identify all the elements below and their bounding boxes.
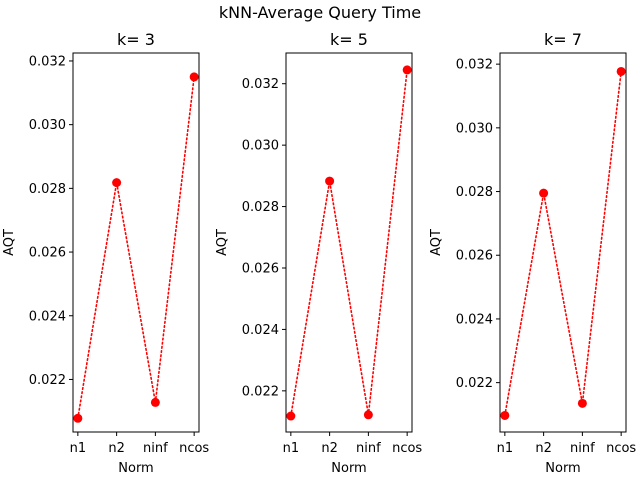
x-tick-label-3-ninf: ninf	[570, 441, 595, 456]
data-point-1-n1	[73, 413, 83, 423]
panel-title-2: k= 5	[330, 30, 368, 49]
x-axis-label-3: Norm	[545, 461, 580, 476]
y-axis-label-3: AQT	[429, 229, 444, 256]
x-tick-label-2-n1: n1	[283, 441, 300, 456]
data-point-2-n2	[325, 176, 335, 186]
y-axis-label-1: AQT	[2, 229, 17, 256]
y-tick-label-3-2: 0.026	[456, 249, 493, 264]
y-tick-label-1-1: 0.024	[29, 309, 66, 324]
series-line-1	[77, 76, 195, 420]
data-point-2-ninf	[363, 410, 373, 420]
x-axis-label-1: Norm	[118, 461, 153, 476]
y-tick-label-3-3: 0.028	[456, 185, 493, 200]
y-tick-label-1-2: 0.026	[29, 246, 66, 261]
y-tick-label-2-0: 0.022	[242, 384, 279, 399]
panel-title-3: k= 7	[544, 30, 582, 49]
plot-frame-2	[285, 52, 413, 433]
x-tick-label-3-n2: n2	[535, 441, 552, 456]
y-tick-label-1-4: 0.030	[29, 118, 66, 133]
plot-frame-3	[499, 52, 627, 433]
figure-title: kNN-Average Query Time	[219, 3, 421, 22]
data-point-1-ncos	[189, 72, 199, 82]
y-tick-label-3-5: 0.032	[456, 58, 493, 73]
y-tick-label-1-5: 0.032	[29, 54, 66, 69]
y-tick-label-3-0: 0.022	[456, 376, 493, 391]
x-tick-label-2-ninf: ninf	[356, 441, 381, 456]
y-tick-label-2-1: 0.024	[242, 323, 279, 338]
y-tick-label-3-1: 0.024	[456, 312, 493, 327]
y-tick-label-2-5: 0.032	[242, 77, 279, 92]
x-tick-label-1-n1: n1	[70, 441, 87, 456]
data-point-3-ninf	[577, 398, 587, 408]
x-tick-label-3-n1: n1	[497, 441, 514, 456]
series-line-3	[504, 70, 622, 417]
y-tick-label-1-3: 0.028	[29, 182, 66, 197]
x-axis-label-2: Norm	[331, 461, 366, 476]
y-tick-label-2-4: 0.030	[242, 139, 279, 154]
x-tick-label-3-ncos: ncos	[606, 441, 636, 456]
series-line-2	[290, 69, 408, 417]
data-point-2-ncos	[402, 65, 412, 75]
x-tick-label-1-ncos: ncos	[179, 441, 209, 456]
x-tick-label-1-n2: n2	[108, 441, 125, 456]
y-axis-label-2: AQT	[215, 229, 230, 256]
data-point-1-ninf	[150, 397, 160, 407]
data-point-3-n2	[539, 188, 549, 198]
data-point-3-n1	[500, 410, 510, 420]
x-tick-label-2-n2: n2	[321, 441, 338, 456]
plot-frame-1	[72, 52, 200, 433]
data-point-3-ncos	[616, 66, 626, 76]
x-tick-label-1-ninf: ninf	[143, 441, 168, 456]
y-tick-label-2-2: 0.026	[242, 261, 279, 276]
y-tick-label-1-0: 0.022	[29, 373, 66, 388]
panel-title-1: k= 3	[117, 30, 155, 49]
y-tick-label-3-4: 0.030	[456, 121, 493, 136]
x-tick-label-2-ncos: ncos	[392, 441, 422, 456]
data-point-1-n2	[112, 178, 122, 188]
data-point-2-n1	[286, 411, 296, 421]
y-tick-label-2-3: 0.028	[242, 200, 279, 215]
